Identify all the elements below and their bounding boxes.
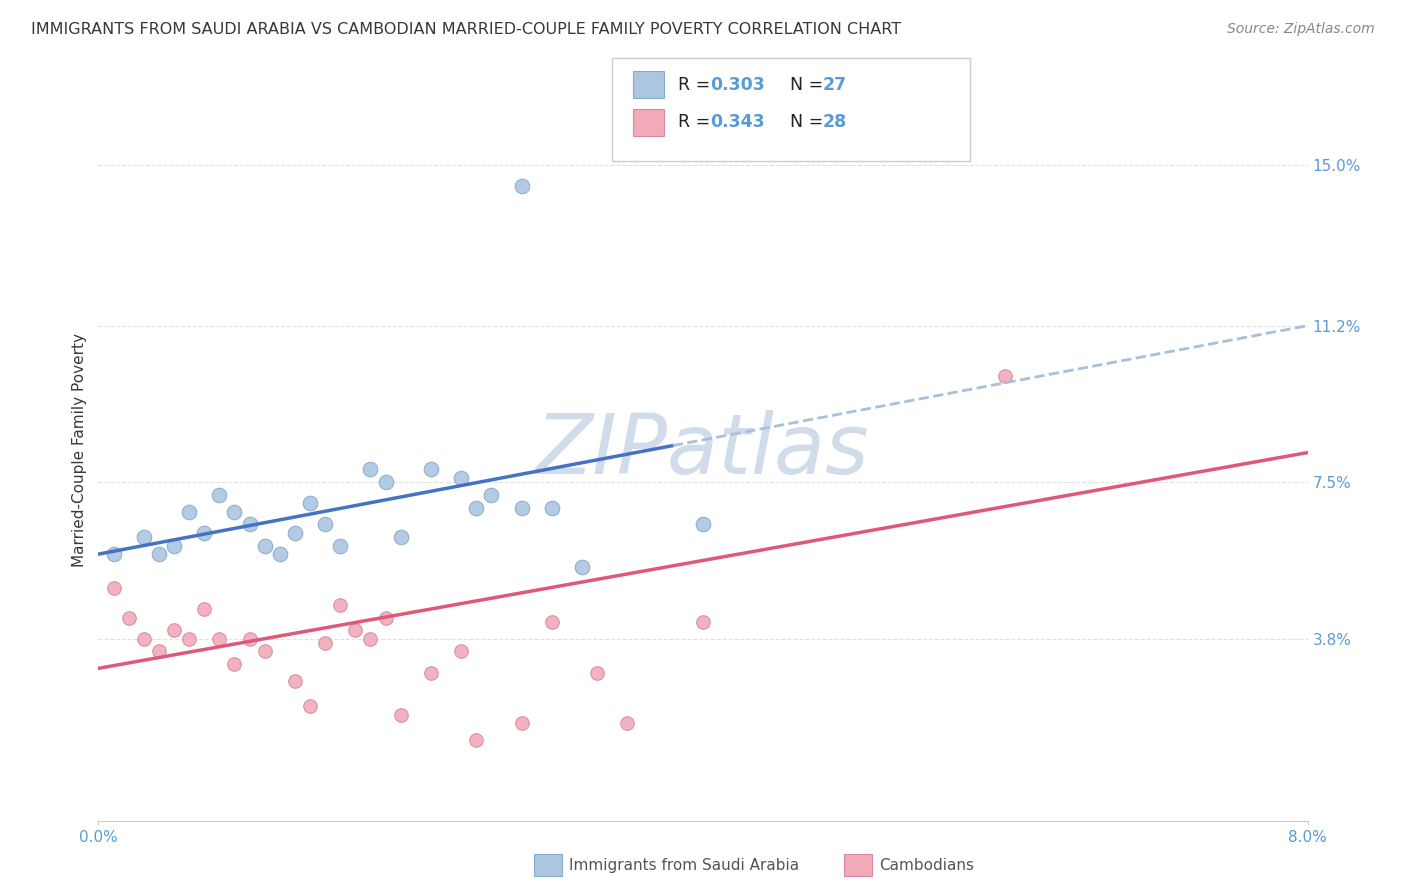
Text: ZIPatlas: ZIPatlas — [536, 410, 870, 491]
Point — [103, 581, 125, 595]
Point — [299, 496, 322, 510]
Point — [420, 665, 443, 680]
Point — [224, 505, 246, 519]
Point — [253, 644, 276, 658]
Point — [179, 505, 201, 519]
Point — [540, 615, 562, 629]
Point — [374, 610, 396, 624]
Text: 28: 28 — [823, 113, 846, 131]
Point — [208, 488, 231, 502]
Text: R =: R = — [678, 113, 716, 131]
Point — [586, 665, 609, 680]
Point — [344, 624, 367, 638]
Point — [208, 632, 231, 646]
Point — [510, 716, 533, 731]
Point — [329, 539, 352, 553]
Point — [253, 539, 276, 553]
Point — [269, 547, 291, 561]
Point — [284, 525, 307, 540]
Point — [465, 733, 488, 747]
Text: 27: 27 — [823, 76, 846, 94]
Point — [510, 500, 533, 515]
Point — [616, 716, 638, 731]
Point — [360, 632, 382, 646]
Point — [510, 179, 533, 194]
Point — [389, 707, 412, 722]
Point — [571, 559, 593, 574]
Point — [540, 500, 562, 515]
Point — [239, 632, 262, 646]
Text: Source: ZipAtlas.com: Source: ZipAtlas.com — [1227, 22, 1375, 37]
Text: Immigrants from Saudi Arabia: Immigrants from Saudi Arabia — [569, 858, 800, 872]
Y-axis label: Married-Couple Family Poverty: Married-Couple Family Poverty — [72, 334, 87, 567]
Point — [132, 632, 155, 646]
Text: 0.303: 0.303 — [710, 76, 765, 94]
Point — [193, 525, 215, 540]
Point — [374, 475, 396, 490]
Point — [692, 517, 714, 532]
Point — [163, 539, 186, 553]
Point — [299, 699, 322, 714]
Point — [314, 517, 336, 532]
Point — [329, 598, 352, 612]
Point — [481, 488, 503, 502]
Point — [284, 673, 307, 688]
Point — [314, 636, 336, 650]
Point — [389, 530, 412, 544]
Text: IMMIGRANTS FROM SAUDI ARABIA VS CAMBODIAN MARRIED-COUPLE FAMILY POVERTY CORRELAT: IMMIGRANTS FROM SAUDI ARABIA VS CAMBODIA… — [31, 22, 901, 37]
Text: N =: N = — [790, 76, 830, 94]
Point — [239, 517, 262, 532]
Point — [148, 547, 170, 561]
Point — [103, 547, 125, 561]
Text: 0.343: 0.343 — [710, 113, 765, 131]
Point — [360, 462, 382, 476]
Point — [179, 632, 201, 646]
Point — [994, 369, 1017, 384]
Point — [420, 462, 443, 476]
Point — [450, 644, 472, 658]
Point — [193, 602, 215, 616]
Point — [450, 471, 472, 485]
Point — [163, 624, 186, 638]
Point — [224, 657, 246, 672]
Text: R =: R = — [678, 76, 716, 94]
Point — [148, 644, 170, 658]
Point — [132, 530, 155, 544]
Text: N =: N = — [790, 113, 830, 131]
Point — [465, 500, 488, 515]
Text: Cambodians: Cambodians — [879, 858, 974, 872]
Point — [692, 615, 714, 629]
Point — [118, 610, 141, 624]
